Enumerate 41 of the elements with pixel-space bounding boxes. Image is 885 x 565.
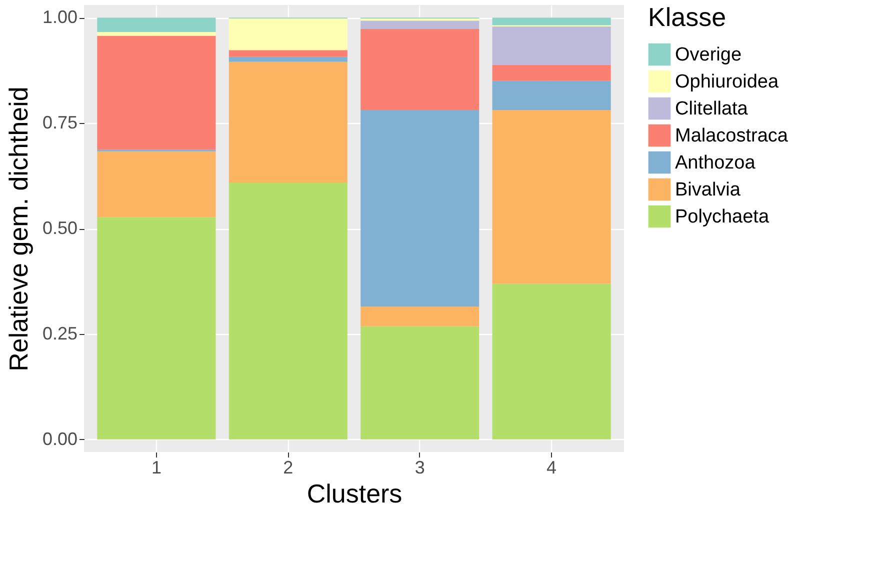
bar [360,306,480,326]
bar [228,50,348,57]
bar [492,110,611,284]
bar [97,18,216,32]
legend-label: Ophiuroidea [675,72,779,92]
bar [97,32,216,36]
bar [492,18,611,26]
bar [360,20,480,30]
legend-label: Bivalvia [675,180,741,200]
bar [492,80,611,110]
legend-label: Anthozoa [675,152,756,174]
x-tick-label: 1 [151,458,162,478]
bar [228,182,348,440]
bar [492,26,611,65]
bar [228,56,348,62]
x-tick-label: 4 [546,458,557,478]
legend-label: Clitellata [675,98,748,120]
bar [360,18,480,21]
y-tick-label: 0.75 [42,112,78,133]
y-tick-label: 0.50 [42,218,78,238]
y-tick-label: 1.00 [42,7,78,28]
bar [97,217,216,440]
x-tick-label: 2 [283,458,294,478]
legend-label: Overige [675,44,742,66]
bar [228,18,348,50]
bar [360,110,480,307]
y-tick-label: 0.00 [42,428,78,449]
bar [360,326,480,440]
bar [228,62,348,183]
y-tick-label: 0.25 [42,323,78,344]
x-axis-title: Clusters [306,478,402,508]
y-axis-title: Relatieve gem. dichtheid [3,86,34,372]
bar [97,151,216,218]
bar [492,284,611,440]
bar [360,29,480,110]
x-tick-label: 3 [414,458,425,478]
legend-label: Polychaeta [675,206,770,228]
bar [492,64,611,81]
legend-label: Malacostraca [675,126,788,146]
bar [97,36,216,150]
legend-title: Klasse [648,2,726,32]
